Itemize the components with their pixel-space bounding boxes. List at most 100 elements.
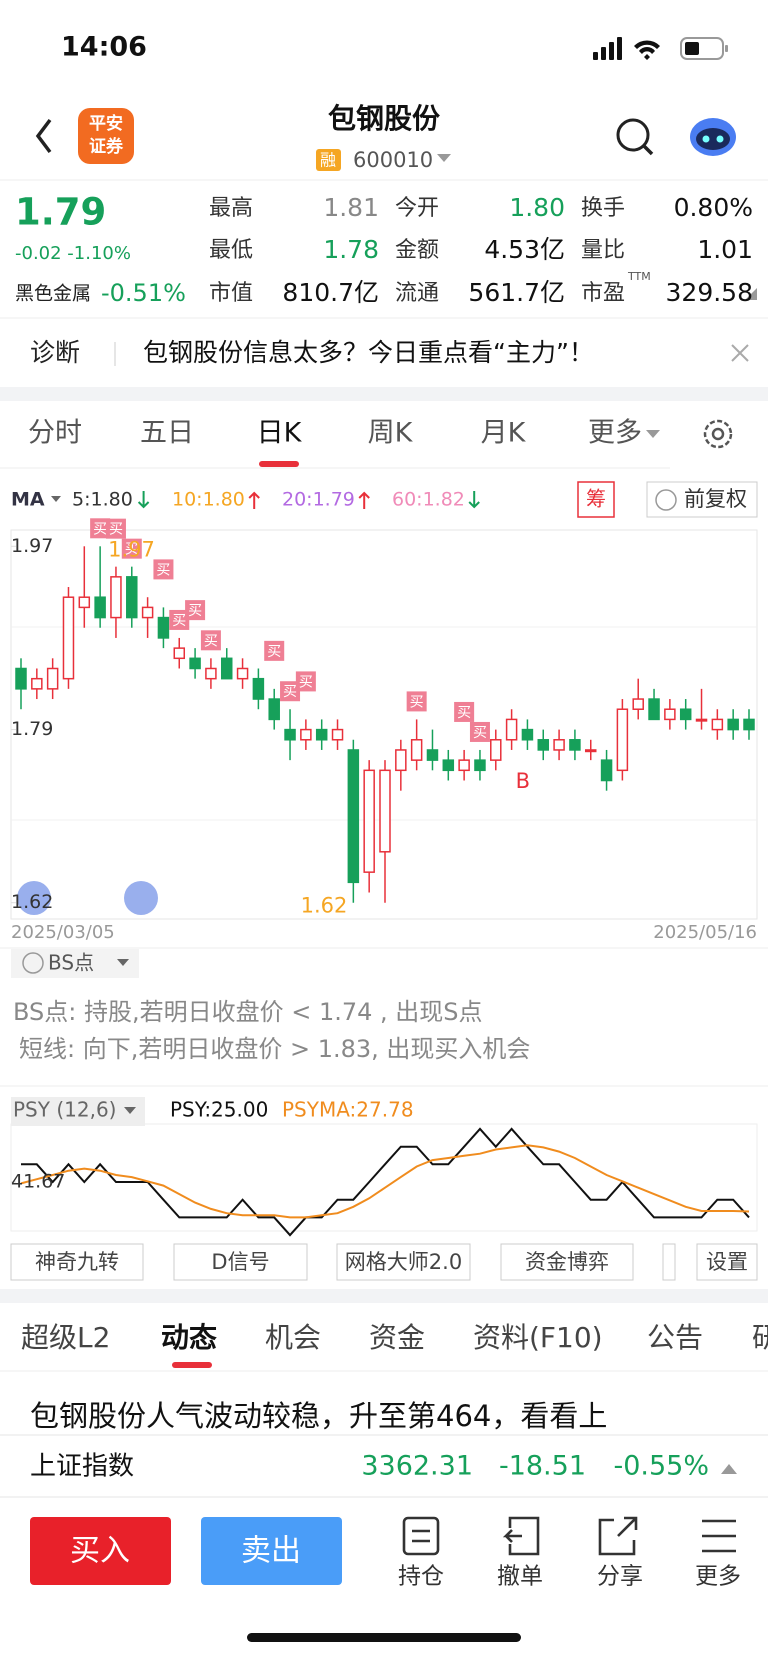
buy-marker: 买 [473, 725, 487, 741]
subtab[interactable]: 资料(F10) [473, 1321, 603, 1354]
adjust-button[interactable] [646, 481, 758, 518]
tool-pill[interactable] [696, 1243, 758, 1281]
subtab[interactable]: 超级L2 [21, 1321, 110, 1354]
tab[interactable]: 日K [257, 418, 303, 449]
close-button[interactable] [731, 344, 749, 362]
candle-body [379, 769, 391, 853]
psy-title: PSY (12,6) [13, 1098, 116, 1122]
subtab[interactable]: 机会 [265, 1321, 321, 1354]
dropdown-arrow[interactable] [437, 154, 451, 162]
tab[interactable]: 月K [481, 418, 527, 449]
tab[interactable]: 分时 [28, 418, 82, 449]
psy-pill[interactable] [11, 1097, 145, 1126]
price: 1.79 [15, 191, 106, 234]
candle-body [236, 667, 249, 680]
y-tick-label: 1.97 [11, 535, 53, 557]
y-tick-label: 1.62 [11, 891, 53, 913]
fullscreen-button[interactable] [124, 881, 158, 915]
action-label[interactable]: 撤单 [497, 1564, 543, 1590]
candle-body [490, 739, 502, 761]
tool-label[interactable]: 网格大师2.0 [345, 1250, 462, 1274]
tool-pill[interactable] [336, 1243, 471, 1281]
buy-marker: 买 [172, 613, 186, 629]
chip-label[interactable]: 筹 [586, 487, 606, 511]
sell-button[interactable] [201, 1517, 342, 1585]
tool-label[interactable]: 设置 [706, 1250, 748, 1274]
subtab[interactable]: 公告 [647, 1321, 703, 1354]
buy-marker: 买 [156, 562, 170, 578]
tab[interactable]: 周K [368, 418, 414, 449]
tool-label[interactable]: D信号 [211, 1250, 269, 1274]
buy-marker-bg [121, 538, 142, 559]
expand-button[interactable] [17, 881, 51, 915]
candle-body [315, 728, 328, 741]
search-button[interactable] [616, 118, 654, 156]
candle-body [126, 576, 138, 619]
tool-label[interactable]: 资金博弈 [525, 1250, 609, 1274]
index-value: 3362.31 [361, 1451, 473, 1482]
adjust-label[interactable]: 前复权 [684, 487, 747, 511]
candle-body [442, 759, 455, 772]
buy-button[interactable] [30, 1517, 171, 1585]
buy-marker-bg [454, 701, 475, 722]
tool-pill[interactable] [173, 1243, 308, 1281]
subtab[interactable]: 资金 [369, 1321, 425, 1354]
candle-body [284, 728, 296, 741]
tool-label[interactable]: 神奇九转 [35, 1250, 119, 1274]
buy-marker-bg [90, 518, 111, 539]
bs-text: 短线: 向下,若明日收盘价 > 1.83, 出现买入机会 [19, 1035, 530, 1063]
buy-marker: 买 [109, 522, 123, 538]
buy-label[interactable]: 买入 [70, 1534, 130, 1569]
status-time: 14:06 [61, 32, 147, 63]
tab[interactable]: 更多 [588, 418, 642, 449]
assistant-button[interactable] [690, 118, 736, 156]
back-button[interactable] [35, 118, 52, 154]
tool-pill[interactable] [662, 1243, 676, 1281]
subtab[interactable]: 研 [752, 1321, 768, 1354]
chip-button[interactable] [577, 481, 615, 518]
action-label[interactable]: 分享 [597, 1564, 643, 1590]
tool-pill[interactable] [10, 1243, 144, 1281]
buy-marker: 买 [125, 542, 139, 558]
banner-text[interactable]: 包钢股份信息太多？今日重点看“主力”！ [143, 338, 594, 367]
index-name: 上证指数 [30, 1452, 134, 1482]
stat-value: 4.53亿 [484, 235, 565, 264]
candle-body [94, 596, 106, 619]
dropdown-arrow [124, 1107, 136, 1114]
action-label[interactable]: 更多 [695, 1564, 741, 1590]
legend-entry: PSY:25.00 [170, 1098, 268, 1122]
sell-label[interactable]: 卖出 [241, 1534, 301, 1569]
subtab[interactable]: 动态 [161, 1321, 217, 1354]
buy-marker: 买 [267, 644, 281, 660]
buy-marker-bg [200, 630, 221, 651]
candle-body [648, 698, 660, 721]
stat-label: 最高 [209, 196, 253, 221]
buy-marker: 买 [283, 684, 297, 700]
x-label: 2025/05/16 [653, 922, 757, 943]
stat-label: 最低 [209, 238, 253, 263]
buy-marker: 买 [93, 521, 107, 537]
corner [745, 288, 757, 300]
candle-body [331, 728, 344, 741]
ma-item: 5:1.80 [72, 489, 133, 511]
buy-marker-bg [469, 721, 490, 742]
ma-item: 10:1.80 [172, 489, 245, 511]
tag-bg [316, 149, 341, 171]
x-label: 2025/03/05 [11, 922, 115, 943]
psy-line [21, 1127, 750, 1237]
tab[interactable]: 五日 [140, 418, 194, 449]
buy-marker: 买 [204, 633, 218, 649]
bs-pill-label[interactable]: BS点 [48, 951, 94, 975]
news-headline[interactable]: 包钢股份人气波动较稳，升至第464，看看上 [30, 1399, 607, 1433]
settings-button[interactable] [703, 419, 733, 449]
gap [0, 387, 768, 401]
tool-pill[interactable] [500, 1243, 634, 1281]
buy-marker-bg [105, 518, 126, 539]
action-label[interactable]: 持仓 [398, 1564, 444, 1590]
stat-label: 市值 [209, 281, 253, 306]
trend-arrow [468, 491, 480, 509]
bs-text: BS点: 持股,若明日收盘价 < 1.74 , 出现S点 [13, 998, 483, 1026]
banner-label: 诊断 [30, 338, 80, 367]
candle-body [157, 616, 170, 639]
expand-arrow[interactable] [721, 1464, 737, 1474]
